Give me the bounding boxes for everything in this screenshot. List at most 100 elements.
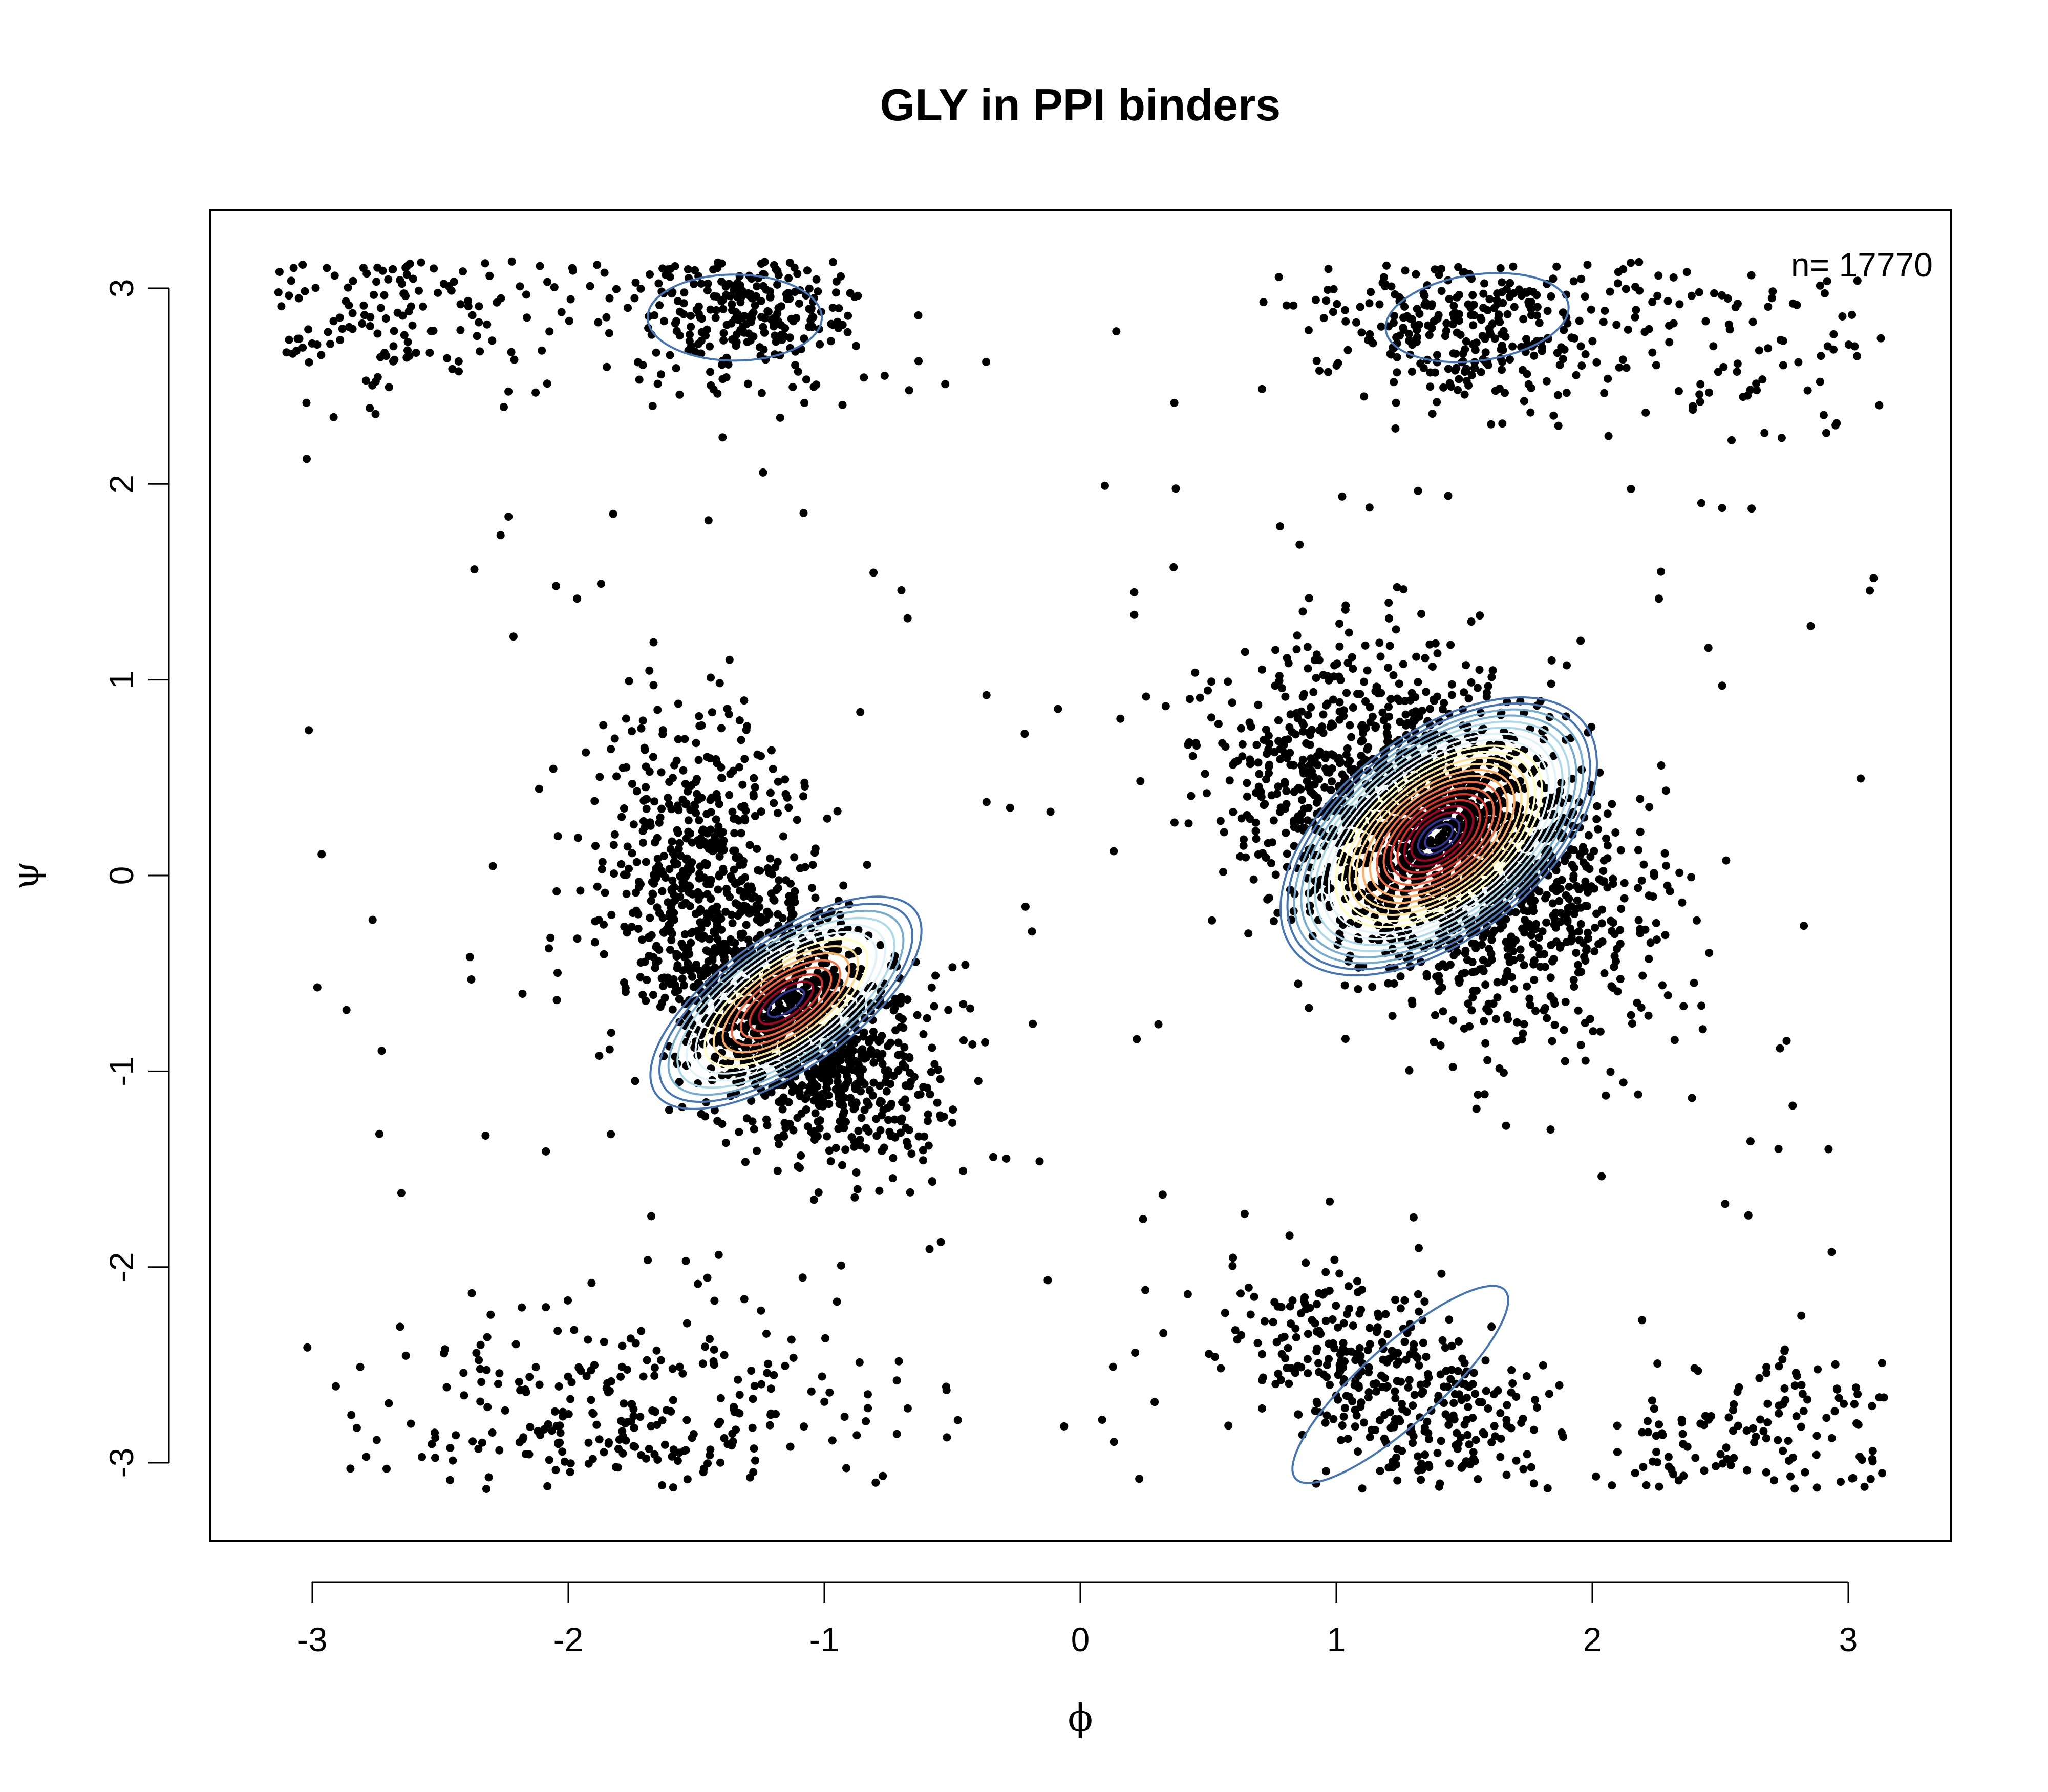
scatter-point [894, 1066, 903, 1075]
scatter-point [362, 269, 371, 278]
scatter-point [1368, 712, 1377, 721]
scatter-point [1217, 1364, 1225, 1373]
scatter-point [1498, 366, 1506, 374]
scatter-point [1098, 1416, 1106, 1424]
scatter-point [648, 1406, 657, 1415]
scatter-point [735, 1391, 744, 1399]
scatter-point [709, 265, 718, 274]
scatter-point [1252, 835, 1261, 843]
scatter-point [1528, 925, 1537, 933]
scatter-point [720, 1351, 729, 1359]
scatter-point [642, 795, 650, 803]
scatter-point [1469, 321, 1478, 330]
scatter-point [728, 919, 737, 927]
scatter-point [543, 379, 551, 388]
scatter-point [902, 1103, 911, 1112]
scatter-point [824, 1075, 833, 1084]
scatter-point [593, 882, 602, 891]
scatter-point [1816, 281, 1824, 290]
scatter-point [1709, 342, 1718, 351]
scatter-point [1613, 1421, 1622, 1430]
scatter-point [1312, 1347, 1321, 1356]
scatter-point [1364, 1388, 1373, 1397]
scatter-point [1661, 786, 1670, 795]
scatter-point [1465, 1440, 1474, 1449]
scatter-point [650, 1450, 659, 1459]
scatter-point [865, 1086, 874, 1095]
scatter-point [1609, 874, 1617, 883]
scatter-point [696, 918, 705, 927]
scatter-point [703, 286, 712, 295]
scatter-point [326, 339, 335, 348]
scatter-point [1358, 1484, 1367, 1493]
scatter-point [771, 863, 780, 871]
scatter-point [1545, 1390, 1553, 1398]
scatter-point [617, 860, 626, 868]
scatter-point [1480, 1090, 1489, 1099]
scatter-point [672, 364, 680, 373]
scatter-point [650, 1363, 659, 1372]
scatter-point [1552, 262, 1561, 271]
scatter-point [685, 950, 694, 958]
scatter-point [553, 969, 562, 977]
scatter-point [859, 1048, 867, 1056]
scatter-point [1299, 727, 1307, 736]
scatter-point [1604, 432, 1613, 440]
scatter-point [814, 1188, 823, 1197]
scatter-point [486, 1310, 495, 1319]
scatter-point [1392, 1460, 1400, 1469]
scatter-point [1662, 861, 1671, 870]
scatter-point [795, 299, 803, 308]
scatter-point [1364, 743, 1373, 752]
scatter-point [620, 922, 629, 931]
scatter-point [807, 1387, 816, 1396]
scatter-point [1519, 1465, 1528, 1474]
scatter-point [294, 294, 303, 303]
scatter-point [1498, 342, 1506, 350]
scatter-point [894, 1038, 903, 1047]
scatter-point [629, 1442, 638, 1450]
scatter-point [746, 336, 755, 345]
scatter-point [637, 1451, 646, 1459]
scatter-point [900, 1043, 909, 1052]
scatter-point [1624, 325, 1632, 334]
scatter-point [1187, 792, 1196, 800]
scatter-point [1332, 1391, 1340, 1400]
scatter-point [843, 328, 852, 336]
scatter-point [1243, 811, 1251, 819]
scatter-point [1600, 969, 1609, 977]
scatter-point [726, 770, 735, 778]
scatter-point [1454, 263, 1463, 271]
scatter-point [1252, 741, 1261, 749]
scatter-point [1481, 1039, 1490, 1048]
scatter-point [664, 794, 672, 802]
scatter-point [488, 1428, 497, 1437]
scatter-point [1678, 898, 1687, 907]
scatter-point [1384, 1463, 1393, 1472]
scatter-point [455, 367, 463, 376]
scatter-point [1243, 792, 1251, 801]
scatter-point [1405, 1376, 1414, 1384]
scatter-point [1501, 389, 1509, 397]
scatter-point [707, 808, 715, 817]
scatter-point [882, 1087, 891, 1096]
scatter-point [1465, 1022, 1474, 1031]
scatter-point [531, 1363, 540, 1372]
scatter-point [1778, 1355, 1787, 1364]
scatter-point [468, 1437, 477, 1446]
scatter-point [376, 304, 385, 312]
scatter-point [1640, 328, 1649, 336]
scatter-point [1655, 1420, 1663, 1429]
scatter-point [618, 1341, 627, 1350]
scatter-point [1408, 999, 1417, 1008]
scatter-point [914, 1132, 923, 1141]
scatter-point [974, 1077, 983, 1085]
scatter-point [673, 801, 682, 810]
scatter-point [1384, 702, 1393, 711]
scatter-point [842, 1464, 850, 1473]
scatter-point [748, 894, 756, 903]
scatter-point [1438, 1336, 1447, 1345]
scatter-point [1449, 951, 1458, 959]
scatter-point [1557, 343, 1566, 352]
scatter-point [407, 302, 415, 311]
